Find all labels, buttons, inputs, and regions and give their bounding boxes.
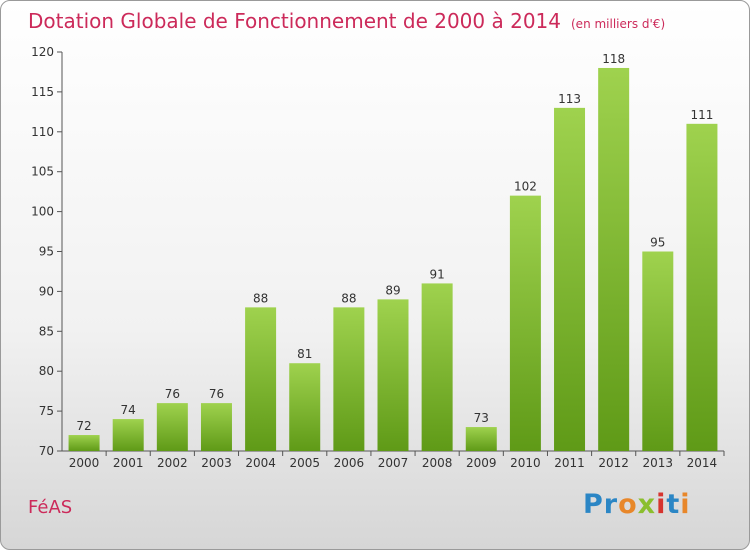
bar: [465, 427, 497, 451]
y-tick-label: 90: [39, 284, 54, 298]
data-label: 111: [690, 108, 713, 122]
y-tick-label: 70: [39, 444, 54, 458]
bar: [289, 363, 321, 451]
commune-name: FéAS: [28, 497, 73, 518]
bar: [509, 195, 541, 451]
logo-part: x: [637, 489, 657, 520]
data-label: 73: [474, 411, 489, 425]
y-tick-label: 110: [31, 125, 54, 139]
bar: [112, 419, 144, 451]
x-tick-label: 2014: [687, 456, 718, 470]
bar: [377, 299, 409, 451]
bar: [598, 67, 630, 452]
data-label: 88: [341, 291, 356, 305]
bar: [642, 251, 674, 451]
x-tick-label: 2011: [554, 456, 585, 470]
y-tick-label: 95: [39, 245, 54, 259]
x-tick-label: 2003: [201, 456, 232, 470]
data-label: 113: [558, 92, 581, 106]
bar: [245, 307, 277, 451]
y-tick-label: 100: [31, 205, 54, 219]
y-tick-label: 85: [39, 324, 54, 338]
y-tick-label: 80: [39, 364, 54, 378]
logo-part: t: [666, 489, 681, 520]
data-label: 88: [253, 291, 268, 305]
y-tick-label: 105: [31, 165, 54, 179]
x-tick-label: 2004: [245, 456, 276, 470]
bar: [68, 435, 100, 451]
data-label: 72: [76, 419, 91, 433]
x-tick-label: 2010: [510, 456, 541, 470]
proxiti-logo: Proxiti: [583, 489, 691, 520]
bar: [554, 107, 586, 452]
x-tick-label: 2013: [643, 456, 674, 470]
data-label: 76: [209, 387, 224, 401]
logo-part: o: [618, 489, 638, 520]
data-label: 102: [514, 180, 537, 194]
data-label: 74: [121, 403, 136, 417]
chart-title-text: Dotation Globale de Fonctionnement de 20…: [28, 9, 561, 33]
x-tick-label: 2006: [334, 456, 365, 470]
data-label: 89: [385, 283, 400, 297]
x-tick-label: 2012: [598, 456, 629, 470]
data-label: 76: [165, 387, 180, 401]
x-tick-label: 2000: [69, 456, 100, 470]
x-tick-label: 2008: [422, 456, 453, 470]
chart-title: Dotation Globale de Fonctionnement de 20…: [28, 9, 665, 33]
logo-part: i: [656, 489, 667, 520]
bar: [156, 403, 188, 451]
bar: [200, 403, 232, 451]
bar: [421, 283, 453, 451]
x-tick-label: 2009: [466, 456, 497, 470]
logo-part: i: [680, 489, 691, 520]
y-tick-label: 115: [31, 85, 54, 99]
x-tick-label: 2001: [113, 456, 144, 470]
x-tick-label: 2007: [378, 456, 409, 470]
y-tick-label: 120: [31, 45, 54, 59]
x-tick-label: 2005: [289, 456, 320, 470]
data-label: 95: [650, 236, 665, 250]
y-tick-label: 75: [39, 404, 54, 418]
logo-part: Pr: [583, 489, 619, 520]
chart-subtitle: (en milliers d'€): [571, 17, 666, 31]
bar: [333, 307, 365, 451]
bar: [686, 123, 718, 451]
data-label: 118: [602, 52, 625, 66]
data-label: 81: [297, 347, 312, 361]
data-label: 91: [429, 267, 444, 281]
x-tick-label: 2002: [157, 456, 188, 470]
